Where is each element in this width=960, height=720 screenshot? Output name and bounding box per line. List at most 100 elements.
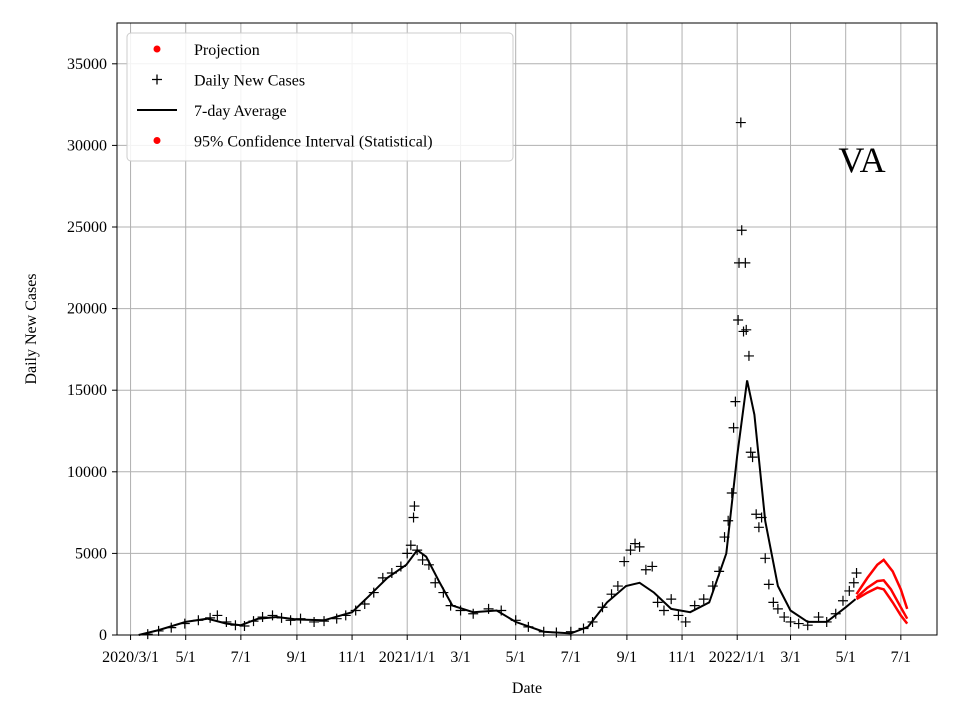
daily-case-marker bbox=[193, 615, 204, 626]
daily-case-marker bbox=[179, 618, 190, 629]
confidence-interval-line bbox=[855, 558, 909, 610]
x-tick-label: 7/1 bbox=[561, 649, 581, 666]
daily-case-marker bbox=[719, 532, 730, 543]
legend-label: Projection bbox=[194, 42, 260, 59]
daily-case-marker bbox=[395, 561, 406, 572]
x-tick-label: 2022/1/1 bbox=[709, 649, 766, 666]
daily-case-marker bbox=[837, 595, 848, 606]
y-tick-label: 10000 bbox=[67, 464, 107, 481]
x-tick-label: 3/1 bbox=[450, 649, 470, 666]
daily-case-marker bbox=[523, 621, 534, 632]
daily-case-marker bbox=[728, 422, 739, 433]
y-tick-label: 0 bbox=[99, 627, 107, 644]
daily-case-marker bbox=[647, 561, 658, 572]
daily-case-marker bbox=[813, 612, 824, 623]
daily-case-marker bbox=[455, 605, 466, 616]
x-tick-label: 5/1 bbox=[175, 649, 195, 666]
series-layer bbox=[138, 117, 909, 640]
y-tick-label: 5000 bbox=[75, 545, 107, 562]
x-tick-label: 5/1 bbox=[505, 649, 525, 666]
x-tick-label: 2021/1/1 bbox=[379, 649, 436, 666]
daily-case-marker bbox=[409, 501, 420, 512]
daily-case-marker bbox=[408, 512, 419, 523]
daily-case-marker bbox=[496, 605, 507, 616]
daily-case-marker bbox=[368, 587, 379, 598]
daily-case-marker bbox=[551, 627, 562, 638]
daily-case-marker bbox=[359, 598, 370, 609]
daily-case-marker bbox=[295, 613, 306, 624]
daily-case-marker bbox=[438, 587, 449, 598]
legend-marker-dot bbox=[153, 137, 161, 144]
daily-case-marker bbox=[851, 567, 862, 578]
x-tick-label: 11/1 bbox=[668, 649, 696, 666]
daily-case-marker bbox=[707, 581, 718, 592]
daily-case-marker bbox=[267, 610, 278, 621]
legend-box bbox=[126, 32, 514, 162]
legend: Projection Daily New Cases 7-day Average 95… bbox=[126, 32, 514, 162]
daily-case-marker bbox=[587, 616, 598, 627]
y-tick-label: 35000 bbox=[67, 56, 107, 73]
daily-case-marker bbox=[331, 613, 342, 624]
daily-case-marker bbox=[821, 616, 832, 627]
legend-label: 7-day Average bbox=[194, 103, 287, 120]
legend-marker-plus bbox=[152, 74, 162, 85]
y-tick-label: 15000 bbox=[67, 382, 107, 399]
daily-case-marker bbox=[578, 623, 589, 634]
daily-case-marker bbox=[740, 257, 751, 268]
x-axis-ticks: 2020/3/1 5/1 7/1 9/1 11/1 2021/1/1 3/1 5/1 7/1 9/… bbox=[102, 635, 911, 666]
daily-case-marker bbox=[793, 618, 804, 629]
daily-case-marker bbox=[680, 616, 691, 627]
daily-case-marker bbox=[666, 594, 677, 605]
daily-case-marker bbox=[736, 225, 747, 236]
daily-case-marker bbox=[309, 616, 320, 627]
daily-case-marker bbox=[714, 566, 725, 577]
daily-case-marker bbox=[741, 324, 752, 335]
daily-case-marker bbox=[830, 608, 841, 619]
x-tick-label: 2020/3/1 bbox=[102, 649, 159, 666]
y-axis-ticks: 0 5000 10000 15000 20000 25000 30000 35000 bbox=[67, 56, 117, 644]
legend-label: Daily New Cases bbox=[194, 73, 305, 90]
daily-case-marker bbox=[768, 597, 779, 608]
daily-case-marker bbox=[612, 581, 623, 592]
daily-case-marker bbox=[276, 612, 287, 623]
daily-case-marker bbox=[417, 554, 428, 565]
daily-case-marker bbox=[634, 541, 645, 552]
daily-case-marker bbox=[756, 512, 767, 523]
daily-case-marker bbox=[221, 616, 232, 627]
daily-case-marker bbox=[468, 608, 479, 619]
y-tick-label: 25000 bbox=[67, 219, 107, 236]
legend-label: 95% Confidence Interval (Statistical) bbox=[194, 134, 433, 151]
daily-case-marker bbox=[248, 616, 259, 627]
daily-case-marker bbox=[726, 488, 737, 499]
daily-case-marker bbox=[640, 564, 651, 575]
y-axis-label: Daily New Cases bbox=[23, 273, 40, 384]
daily-case-marker bbox=[142, 629, 153, 640]
daily-case-marker bbox=[166, 622, 177, 633]
daily-case-marker bbox=[619, 556, 630, 567]
x-axis-label: Date bbox=[512, 680, 542, 697]
daily-case-marker bbox=[779, 612, 790, 623]
daily-case-marker bbox=[738, 326, 749, 337]
legend-marker-dot bbox=[153, 45, 161, 53]
projection-line bbox=[855, 578, 909, 620]
daily-case-marker bbox=[658, 605, 669, 616]
daily-case-marker bbox=[689, 600, 700, 611]
daily-case-marker bbox=[377, 572, 388, 583]
daily-case-marker bbox=[802, 620, 813, 631]
state-annotation: VA bbox=[838, 140, 885, 180]
daily-case-marker bbox=[606, 589, 617, 600]
daily-case-marker bbox=[212, 610, 223, 621]
daily-case-marker bbox=[205, 612, 216, 623]
daily-case-marker bbox=[153, 625, 164, 636]
daily-case-marker bbox=[423, 559, 434, 570]
x-tick-label: 7/1 bbox=[231, 649, 251, 666]
daily-case-marker bbox=[751, 509, 762, 520]
daily-case-marker bbox=[402, 548, 413, 559]
x-tick-label: 9/1 bbox=[287, 649, 307, 666]
daily-case-marker bbox=[772, 603, 783, 614]
daily-case-marker bbox=[386, 567, 397, 578]
daily-case-marker bbox=[257, 612, 268, 623]
daily-case-marker bbox=[319, 616, 330, 627]
daily-case-marker bbox=[285, 615, 296, 626]
